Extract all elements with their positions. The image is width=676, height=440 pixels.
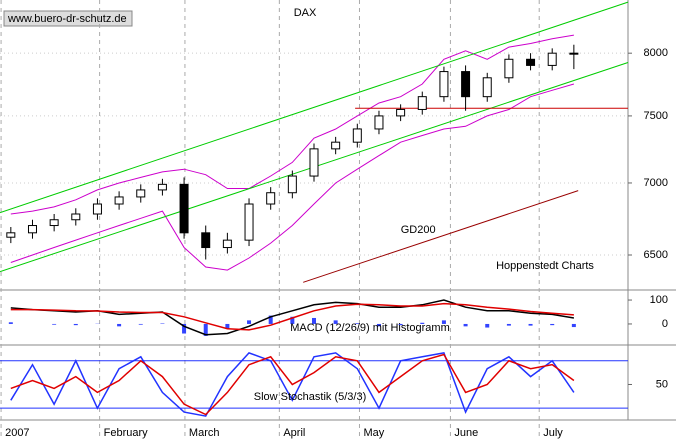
candle-body xyxy=(461,71,471,98)
candle-body xyxy=(27,225,37,234)
candle-body xyxy=(482,77,492,98)
chart-title: DAX xyxy=(294,7,317,19)
candle-body xyxy=(287,175,297,194)
candle-body xyxy=(92,203,102,215)
x-tick-label: April xyxy=(283,427,305,439)
candle-body xyxy=(569,52,579,55)
series-line xyxy=(10,302,574,331)
histogram-bar xyxy=(550,323,555,326)
candle-body xyxy=(439,71,449,98)
histogram-bar xyxy=(506,323,511,326)
overlay-label: GD200 xyxy=(401,224,436,236)
histogram-bar xyxy=(52,323,57,325)
histogram-bar xyxy=(333,320,338,324)
axis-area xyxy=(628,0,676,440)
candle-body xyxy=(49,219,59,227)
candle-body xyxy=(352,128,362,143)
candle-body xyxy=(201,232,211,249)
y-tick-label: 50 xyxy=(656,378,668,390)
overlay-line xyxy=(303,190,579,283)
candle-body xyxy=(309,148,319,177)
candle-body xyxy=(526,58,536,66)
histogram-bar xyxy=(571,323,576,328)
x-tick-label: 2007 xyxy=(5,427,29,439)
candle-body xyxy=(374,115,384,130)
watermark-box xyxy=(3,10,133,27)
histogram-bar xyxy=(528,323,533,326)
histogram-bar xyxy=(73,323,78,326)
histogram-bar xyxy=(268,315,273,324)
series-line xyxy=(10,352,575,417)
histogram-bar xyxy=(420,322,425,324)
x-tick-label: July xyxy=(543,427,563,439)
series-line xyxy=(10,353,575,416)
histogram-bar xyxy=(225,323,230,329)
candle-body xyxy=(547,52,557,66)
histogram-bar xyxy=(182,323,187,334)
x-tick-label: February xyxy=(104,427,149,439)
y-tick-label: 8000 xyxy=(644,47,668,59)
y-tick-label: 7000 xyxy=(644,177,668,189)
candle-body xyxy=(396,108,406,117)
x-tick-label: March xyxy=(189,427,220,439)
histogram-bar xyxy=(203,323,208,336)
watermark: www.buero-dr-schutz.de xyxy=(7,13,127,25)
histogram-bar xyxy=(138,323,143,325)
histogram-bar xyxy=(8,322,13,324)
x-tick-label: May xyxy=(363,427,384,439)
candle-body xyxy=(179,183,189,234)
candle-body xyxy=(222,239,232,249)
bollinger-band xyxy=(10,34,574,215)
histogram-bar xyxy=(290,316,295,324)
candle-body xyxy=(266,192,276,205)
y-tick-label: 7500 xyxy=(644,110,668,122)
candle-body xyxy=(244,203,254,241)
y-tick-label: 6500 xyxy=(644,249,668,261)
candle-body xyxy=(136,189,146,198)
candle-body xyxy=(71,213,81,221)
y-tick-label: 0 xyxy=(662,318,668,330)
source: Hoppenstedt Charts xyxy=(496,260,594,272)
y-tick-label: 100 xyxy=(650,294,668,306)
candle-body xyxy=(157,183,167,191)
candle-body xyxy=(504,58,514,79)
histogram-bar xyxy=(117,323,122,327)
histogram-bar xyxy=(441,320,446,324)
histogram-bar xyxy=(355,323,360,324)
histogram-bar xyxy=(312,317,316,324)
candle-body xyxy=(417,96,427,110)
histogram-bar xyxy=(376,323,381,327)
histogram-bar xyxy=(463,323,468,327)
candle-body xyxy=(114,196,124,205)
x-tick-label: June xyxy=(454,427,478,439)
stochastic-title: Slow Stochastik (5/3/3) xyxy=(254,391,367,403)
histogram-bar xyxy=(398,323,403,326)
bollinger-band xyxy=(10,83,575,271)
candle-body xyxy=(331,141,341,150)
overlay-line xyxy=(0,1,629,214)
histogram-bar xyxy=(247,320,252,324)
candle-body xyxy=(6,232,16,238)
macd-title: MACD (12/26/9) mit Histogramm xyxy=(290,322,450,334)
histogram-bar xyxy=(485,323,490,328)
